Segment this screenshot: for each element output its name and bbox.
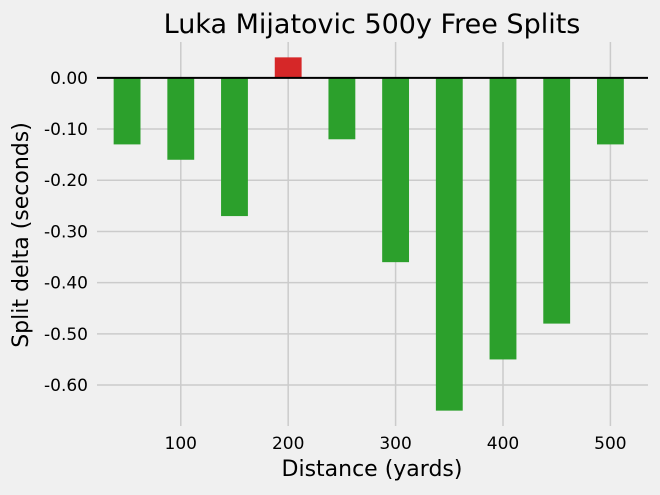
x-axis-label: Distance (yards) [282,457,463,482]
x-tick-label-100: 100 [165,434,197,454]
x-tick-label-200: 200 [272,434,304,454]
bar-500 [596,77,624,145]
y-tick-label-4: -0.40 [44,274,88,294]
bar-250 [328,77,356,140]
y-tick-label-2: -0.20 [44,171,88,191]
bar-150 [221,77,248,217]
chart-title: Luka Mijatovic 500y Free Splits [164,9,581,40]
y-axis-label: Split delta (seconds) [9,122,34,348]
y-tick-label-3: -0.30 [44,222,88,242]
bar-450 [543,77,571,324]
y-tick-label-1: -0.10 [44,120,88,140]
bar-350 [435,77,463,411]
y-tick-label-5: -0.50 [44,325,88,345]
bar-300 [382,77,410,263]
y-tick-label-0: 0.00 [50,69,88,89]
bar-50 [113,77,141,145]
x-tick-labels: 100 200 300 400 500 [165,434,627,454]
x-tick-label-300: 300 [379,434,411,454]
bars [113,57,624,411]
y-tick-label-6: -0.60 [44,376,88,396]
x-tick-label-400: 400 [487,434,519,454]
bar-100 [167,77,195,160]
bar-200 [274,57,302,78]
x-tick-label-500: 500 [594,434,626,454]
bar-400 [489,77,517,360]
y-tick-labels: 0.00 -0.10 -0.20 -0.30 -0.40 -0.50 -0.60 [44,69,88,396]
